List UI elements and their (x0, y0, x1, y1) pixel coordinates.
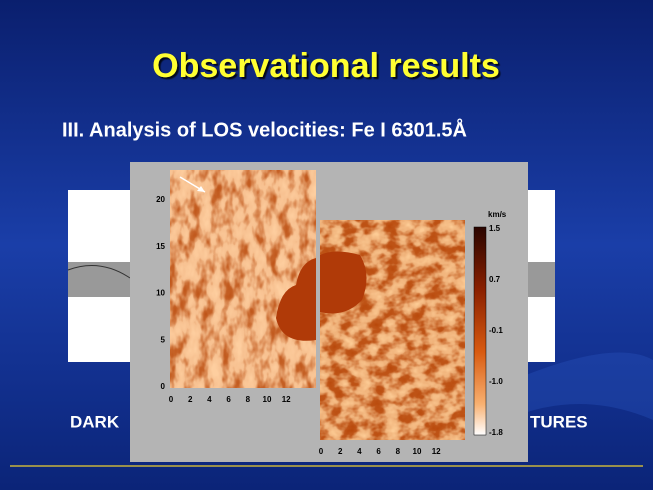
x-tick-label: 6 (376, 447, 381, 456)
bottom-text: TURES (530, 412, 588, 431)
x-tick-label: 10 (413, 447, 422, 456)
colorbar-label: -1.0 (489, 377, 503, 386)
x-tick-label: 4 (207, 395, 212, 404)
x-tick-label: 12 (282, 395, 291, 404)
x-tick-label: 10 (263, 395, 272, 404)
x-tick-label: 0 (169, 395, 174, 404)
slide: Observational results III. Analysis of L… (0, 0, 653, 490)
x-tick-label: 2 (338, 447, 343, 456)
colorbar-unit: km/s (488, 210, 507, 219)
title: Observational results (152, 47, 500, 85)
left-map (170, 170, 316, 388)
x-tick-label: 6 (226, 395, 231, 404)
y-tick-label: 0 (161, 382, 166, 391)
colorbar-label: -1.8 (489, 428, 503, 437)
y-tick-label: 20 (156, 195, 165, 204)
map-texture (170, 170, 316, 388)
right-map (320, 220, 465, 440)
x-tick-label: 4 (357, 447, 362, 456)
x-tick-label: 0 (319, 447, 324, 456)
subtitle: III. Analysis of LOS velocities: Fe I 63… (62, 117, 467, 141)
x-tick-label: 8 (396, 447, 401, 456)
x-tick-label: 12 (432, 447, 441, 456)
colorbar (474, 227, 486, 435)
bottom-text: DARK (70, 412, 120, 431)
page: Observational results III. Analysis of L… (0, 0, 653, 490)
x-tick-label: 8 (246, 395, 251, 404)
x-tick-label: 2 (188, 395, 193, 404)
y-tick-label: 10 (156, 289, 165, 298)
colorbar-label: -0.1 (489, 326, 503, 335)
y-tick-label: 5 (161, 335, 166, 344)
y-tick-label: 15 (156, 242, 165, 251)
colorbar-label: 0.7 (489, 275, 501, 284)
colorbar-label: 1.5 (489, 224, 501, 233)
